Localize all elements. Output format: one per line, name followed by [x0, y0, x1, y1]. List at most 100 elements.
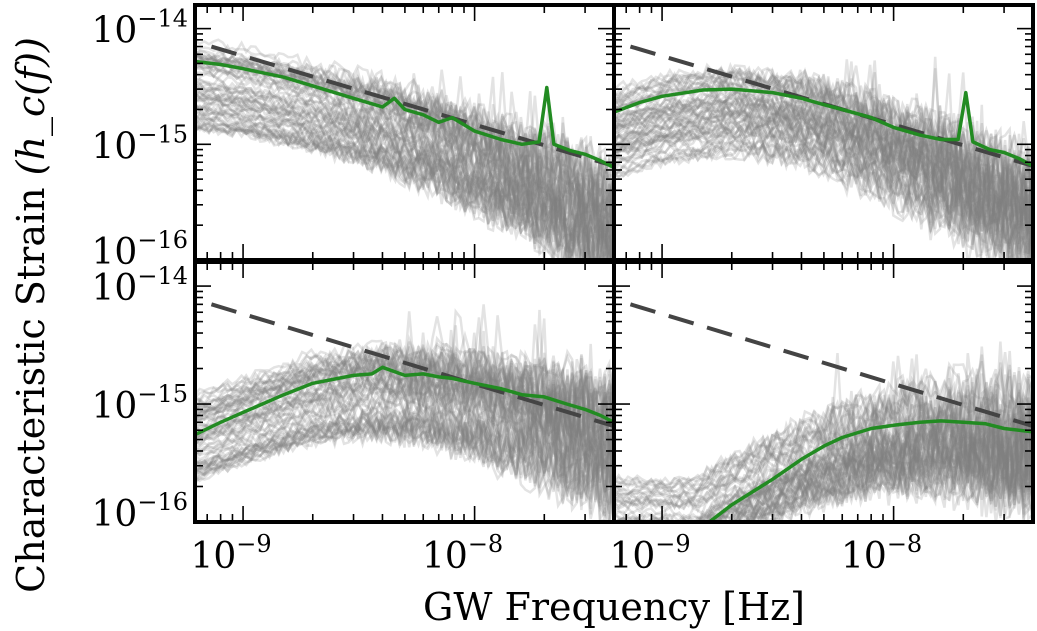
realization-curve — [195, 54, 614, 219]
realization-curve — [614, 100, 1033, 252]
reference-line — [210, 302, 614, 429]
realization-curve — [707, 410, 1033, 522]
realization-curve — [614, 400, 1033, 522]
realization-curve — [614, 107, 1033, 235]
realization-curve — [195, 117, 613, 260]
x-tick-label: 10−8 — [841, 530, 922, 577]
realization-curve — [195, 355, 614, 468]
realization-curve — [614, 407, 1033, 522]
realization-curve — [614, 135, 1033, 260]
realization-curve — [195, 359, 614, 501]
realization-curve — [614, 353, 1033, 504]
realization-curve — [195, 82, 614, 255]
realization-curve — [766, 442, 1033, 522]
realization-curve — [195, 356, 614, 466]
realization-curve — [614, 351, 1033, 496]
realization-curve — [195, 406, 614, 497]
realization-curve — [195, 404, 614, 517]
realization-curve — [195, 38, 614, 219]
realization-curve — [195, 416, 614, 522]
realization-curve — [614, 91, 1033, 244]
realization-curve — [708, 429, 1033, 522]
realization-curve — [737, 432, 1033, 522]
realization-curve — [195, 377, 614, 521]
realization-curve — [614, 60, 1033, 219]
realization-curve — [614, 109, 1033, 245]
realization-curve — [614, 366, 1033, 491]
realization-curve — [614, 87, 1033, 245]
realization-curve — [614, 103, 1033, 254]
realization-curve — [614, 355, 1033, 491]
realization-curve — [195, 353, 614, 453]
realization-curve — [614, 354, 1033, 500]
realization-curve — [758, 404, 1033, 522]
realization-curve — [195, 365, 614, 463]
realization-curve — [662, 406, 1033, 522]
realization-curve — [614, 139, 1033, 260]
realization-curve — [195, 52, 614, 210]
realization-curve — [195, 93, 614, 260]
realization-curve — [195, 102, 614, 260]
realization-curve — [614, 396, 1033, 520]
realization-curve — [195, 318, 614, 445]
realization-curve — [195, 372, 614, 472]
realization-curve — [614, 363, 1033, 487]
x-axis-title: GW Frequency [Hz] — [423, 585, 805, 629]
realization-curve — [195, 375, 614, 478]
realization-curve — [751, 408, 1033, 522]
realization-curve — [714, 399, 1033, 522]
realization-curve — [195, 410, 614, 514]
realization-curve — [614, 118, 1033, 255]
realization-curve — [195, 357, 614, 489]
realization-curve — [614, 100, 1033, 245]
realization-curve — [195, 373, 614, 496]
realization-curve — [195, 111, 614, 260]
realization-curve — [195, 420, 611, 522]
realization-curve — [195, 93, 614, 260]
realization-curve — [195, 406, 614, 501]
realization-curve — [195, 120, 613, 260]
realization-curve — [195, 88, 614, 250]
realization-curve — [195, 111, 612, 260]
realization-curve — [195, 317, 614, 443]
realization-curve — [614, 373, 1033, 486]
realization-curve — [708, 423, 1033, 522]
realization-curve — [614, 99, 1033, 244]
realization-curve — [195, 87, 614, 260]
realization-curve — [615, 378, 1033, 522]
realization-curve — [195, 392, 614, 511]
realization-curve — [195, 122, 611, 260]
realization-curve — [195, 369, 614, 457]
realization-curve — [195, 101, 614, 260]
realization-curve — [195, 363, 614, 490]
realization-curve — [195, 384, 614, 519]
realization-curve — [722, 413, 1033, 522]
realization-curve — [614, 346, 1033, 504]
realization-curve — [195, 105, 614, 240]
reference-line — [210, 44, 614, 168]
realization-curve — [195, 103, 614, 260]
realization-curve — [195, 71, 614, 244]
realization-curve — [614, 115, 1033, 258]
realization-curve — [743, 381, 1033, 522]
realization-curve — [614, 107, 1033, 256]
realization-curve — [614, 72, 1033, 213]
realization-curve — [195, 57, 614, 218]
realization-curve — [614, 84, 1033, 247]
realization-curve — [195, 363, 614, 507]
realization-curve — [614, 387, 1033, 514]
panel-top-right — [612, 3, 1035, 262]
realization-curve — [195, 76, 614, 260]
realization-curve — [195, 359, 614, 489]
realization-curve — [195, 121, 610, 260]
realization-curve — [614, 103, 1033, 248]
realization-curve — [195, 356, 614, 461]
realization-curve — [195, 359, 614, 473]
realization-curve — [614, 380, 1033, 507]
realization-curve — [614, 360, 1033, 497]
realization-curve — [614, 89, 1033, 228]
realization-curve — [195, 102, 614, 260]
realization-curve — [195, 94, 614, 260]
realization-curve — [195, 352, 614, 479]
realization-curve — [195, 115, 596, 260]
